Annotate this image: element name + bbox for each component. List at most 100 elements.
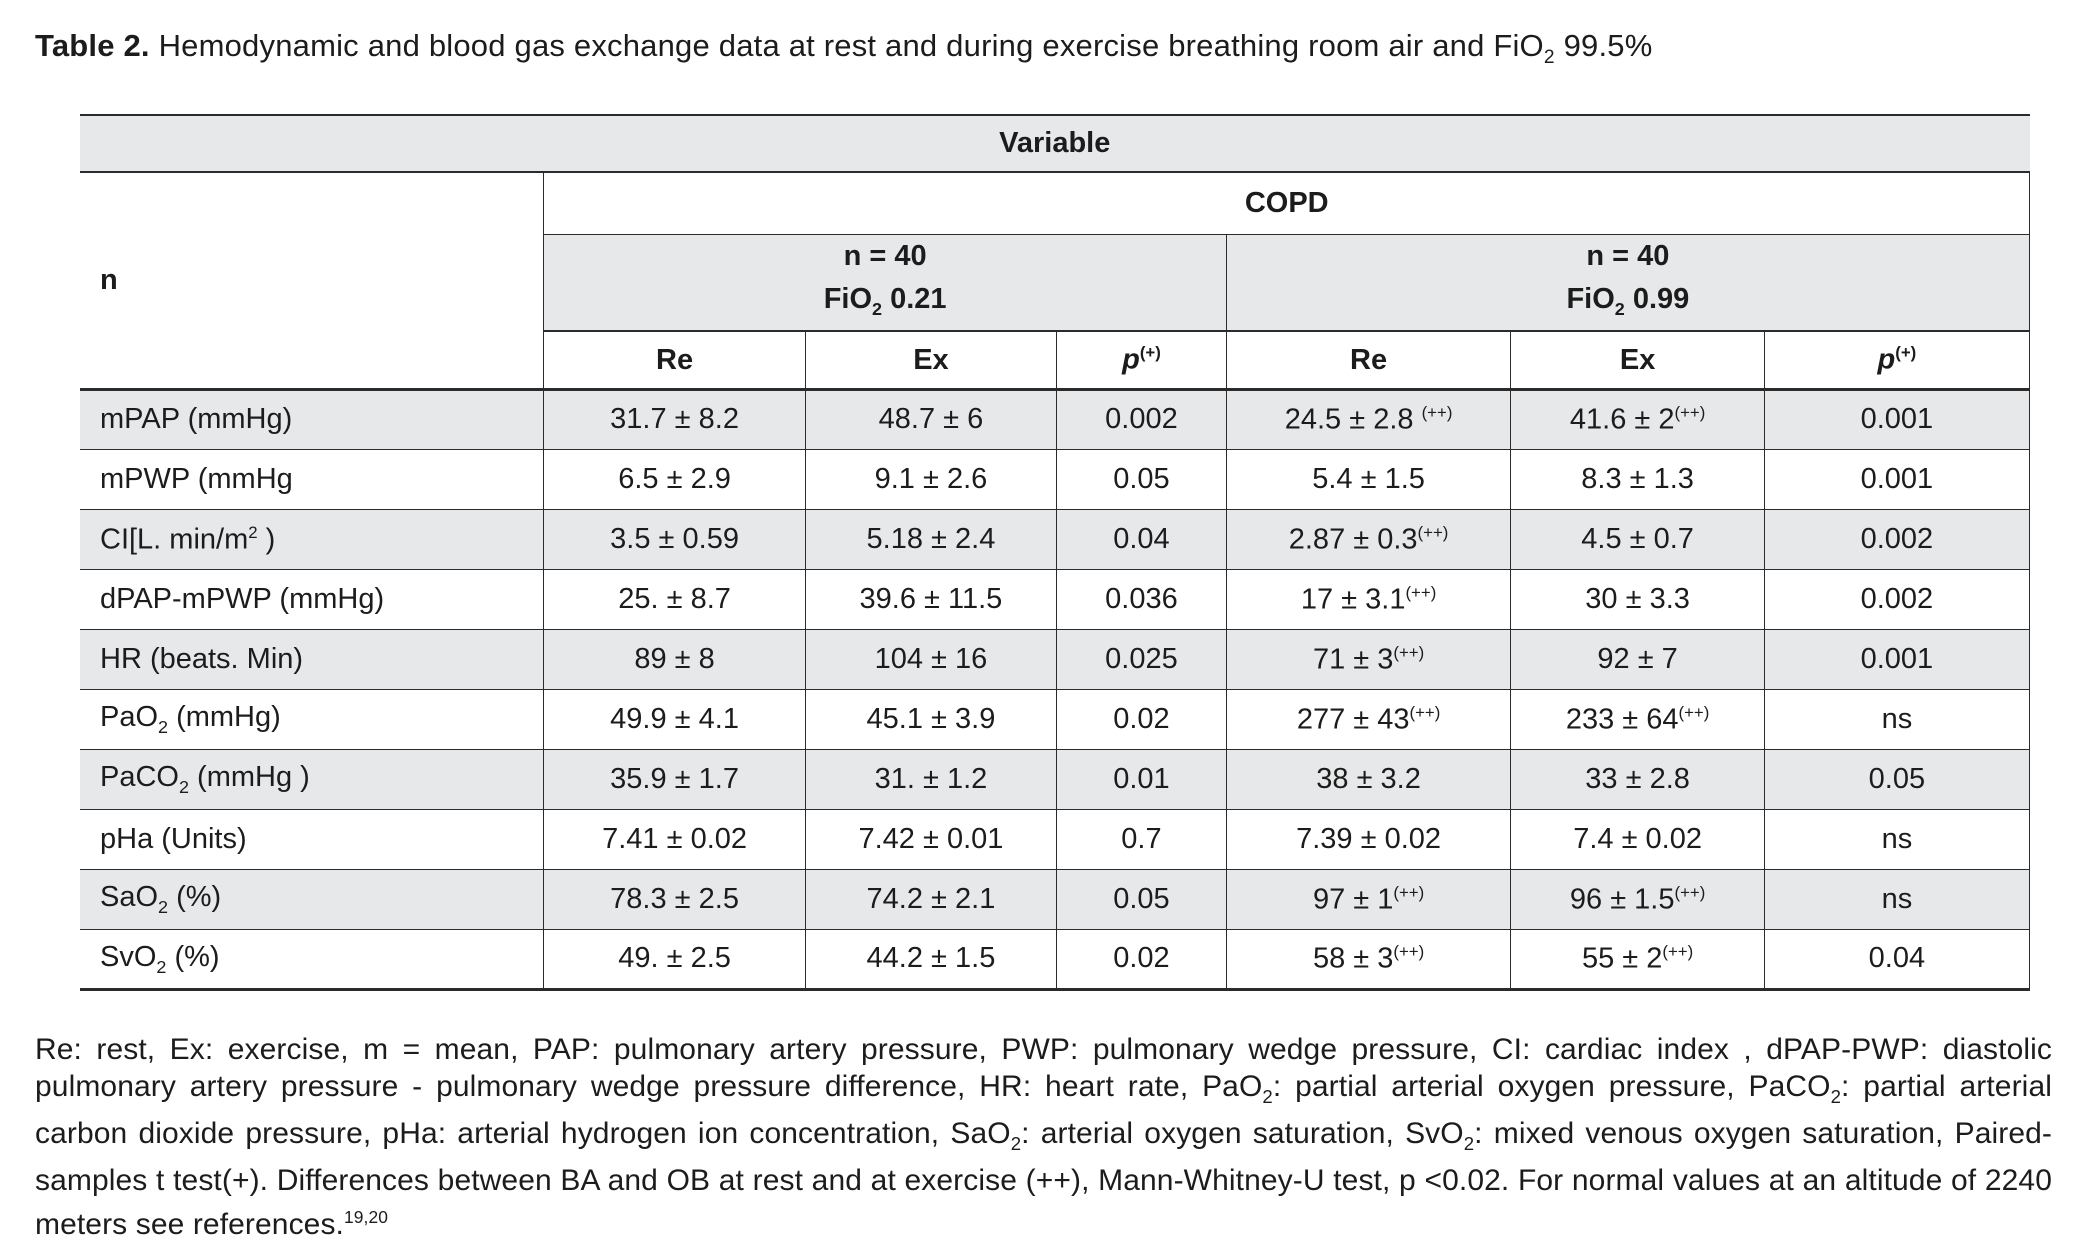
table-title-label: Table 2. — [35, 28, 150, 63]
value-cell: 0.05 — [1763, 749, 2031, 810]
value-cell: 4.5 ± 0.7 — [1510, 509, 1765, 570]
value-cell: 7.4 ± 0.02 — [1510, 809, 1765, 870]
value-cell: 0.02 — [1056, 929, 1227, 991]
table-row: CI[L. min/m2 ) 3.5 ± 0.59 5.18 ± 2.4 0.04 2.… — [80, 509, 2031, 570]
column-header-ex-oxygen: Ex — [1510, 331, 1765, 391]
table-row: SaO2 (%) 78.3 ± 2.5 74.2 ± 2.1 0.05 97 ± 1(+… — [80, 869, 2031, 930]
value-cell: 0.05 — [1056, 449, 1227, 510]
value-cell: 49. ± 2.5 — [543, 929, 806, 991]
row-label: HR (beats. Min) — [80, 629, 544, 690]
variable-header-cell: Variable — [80, 114, 2030, 174]
row-label: mPAP (mmHg) — [80, 389, 544, 450]
column-header-ex-air: Ex — [804, 331, 1058, 391]
data-table: Variable n COPD n = 40 FiO2 0.21 n = 40 … — [80, 114, 2031, 991]
value-cell: 0.001 — [1763, 629, 2031, 690]
value-cell: 7.42 ± 0.01 — [804, 809, 1057, 870]
table-row: PaO2 (mmHg) 49.9 ± 4.1 45.1 ± 3.9 0.02 277 ±… — [80, 689, 2031, 750]
table-row: PaCO2 (mmHg ) 35.9 ± 1.7 31. ± 1.2 0.01 38 ±… — [80, 749, 2031, 810]
value-cell: 0.002 — [1763, 509, 2031, 570]
value-cell: 0.05 — [1056, 869, 1227, 930]
subgroup-n-label: n = 40 — [1586, 239, 1670, 272]
row-label: PaO2 (mmHg) — [80, 689, 544, 750]
value-cell: 25. ± 8.7 — [543, 569, 806, 630]
value-cell: 7.41 ± 0.02 — [543, 809, 806, 870]
table-row: mPWP (mmHg 6.5 ± 2.9 9.1 ± 2.6 0.05 5.4 ± 1.… — [80, 449, 2031, 510]
value-cell: 9.1 ± 2.6 — [804, 449, 1057, 510]
row-label: CI[L. min/m2 ) — [80, 509, 544, 570]
value-cell: 0.002 — [1763, 569, 2031, 630]
row-label: mPWP (mmHg — [80, 449, 544, 510]
table-container: Variable n COPD n = 40 FiO2 0.21 n = 40 … — [80, 114, 2031, 991]
group-header-row: n COPD — [80, 172, 2030, 391]
n-header-cell: n — [80, 172, 545, 391]
table-title-text: Hemodynamic and blood gas exchange data … — [158, 28, 1653, 69]
column-header-p-air: p(+) — [1056, 331, 1227, 391]
value-cell: 38 ± 3.2 — [1225, 749, 1511, 810]
subgroup-n-label: n = 40 — [843, 239, 927, 272]
table-footnote: Re: rest, Ex: exercise, m = mean, PAP: p… — [35, 1032, 2052, 1241]
value-cell: 0.001 — [1763, 389, 2031, 450]
column-header-row: Re Ex p(+) Re Ex p(+) — [80, 331, 2031, 391]
subgroup-fio2-label: FiO2 0.21 — [823, 282, 947, 319]
table-row: HR (beats. Min) 89 ± 8 104 ± 16 0.025 71 ± 3… — [80, 629, 2031, 690]
value-cell: 30 ± 3.3 — [1510, 569, 1765, 630]
value-cell: ns — [1763, 869, 2031, 930]
value-cell: 45.1 ± 3.9 — [804, 689, 1057, 750]
value-cell: 41.6 ± 2(++) — [1510, 389, 1765, 450]
value-cell: 39.6 ± 11.5 — [804, 569, 1057, 630]
value-cell: 2.87 ± 0.3(++) — [1225, 509, 1511, 570]
table-header: Variable n COPD n = 40 FiO2 0.21 n = 40 … — [80, 114, 2031, 391]
value-cell: 71 ± 3(++) — [1225, 629, 1511, 690]
table-row: pHa (Units) 7.41 ± 0.02 7.42 ± 0.01 0.7 7.39… — [80, 809, 2031, 870]
table-title: Table 2. Hemodynamic and blood gas excha… — [35, 26, 2052, 78]
value-cell: 58 ± 3(++) — [1225, 929, 1511, 991]
value-cell: 48.7 ± 6 — [804, 389, 1057, 450]
value-cell: 31. ± 1.2 — [804, 749, 1057, 810]
variable-header-row: Variable — [80, 114, 2030, 174]
value-cell: ns — [1763, 809, 2031, 870]
value-cell: 31.7 ± 8.2 — [543, 389, 806, 450]
table-row: SvO2 (%) 49. ± 2.5 44.2 ± 1.5 0.02 58 ± 3(++… — [80, 929, 2031, 991]
value-cell: 17 ± 3.1(++) — [1225, 569, 1511, 630]
value-cell: 35.9 ± 1.7 — [543, 749, 806, 810]
value-cell: 0.04 — [1763, 929, 2031, 991]
subgroup-header-fio2-099: n = 40 FiO2 0.99 — [1225, 234, 2031, 333]
value-cell: 0.036 — [1056, 569, 1227, 630]
value-cell: 55 ± 2(++) — [1510, 929, 1765, 991]
table-row: mPAP (mmHg) 31.7 ± 8.2 48.7 ± 6 0.002 24.5 ±… — [80, 389, 2031, 450]
value-cell: 104 ± 16 — [804, 629, 1057, 690]
value-cell: 0.025 — [1056, 629, 1227, 690]
value-cell: 277 ± 43(++) — [1225, 689, 1511, 750]
value-cell: 92 ± 7 — [1510, 629, 1765, 690]
value-cell: 233 ± 64(++) — [1510, 689, 1765, 750]
value-cell: 96 ± 1.5(++) — [1510, 869, 1765, 930]
value-cell: 44.2 ± 1.5 — [804, 929, 1057, 991]
value-cell: 3.5 ± 0.59 — [543, 509, 806, 570]
value-cell: 5.4 ± 1.5 — [1225, 449, 1511, 510]
row-label: dPAP-mPWP (mmHg) — [80, 569, 544, 630]
subgroup-header-row: n = 40 FiO2 0.21 n = 40 FiO2 0.99 — [80, 234, 2031, 333]
value-cell: 24.5 ± 2.8 (++) — [1225, 389, 1511, 450]
value-cell: 0.001 — [1763, 449, 2031, 510]
row-label: pHa (Units) — [80, 809, 544, 870]
row-label: SaO2 (%) — [80, 869, 544, 930]
column-header-re-oxygen: Re — [1225, 331, 1512, 391]
value-cell: 49.9 ± 4.1 — [543, 689, 806, 750]
value-cell: 0.02 — [1056, 689, 1227, 750]
value-cell: 0.04 — [1056, 509, 1227, 570]
row-label: PaCO2 (mmHg ) — [80, 749, 544, 810]
group-header-cell-copd: COPD — [543, 172, 2030, 235]
column-header-p-oxygen: p(+) — [1763, 331, 2031, 391]
value-cell: 0.002 — [1056, 389, 1227, 450]
value-cell: 6.5 ± 2.9 — [543, 449, 806, 510]
value-cell: 0.01 — [1056, 749, 1227, 810]
table-body: mPAP (mmHg) 31.7 ± 8.2 48.7 ± 6 0.002 24.5 ±… — [80, 389, 2031, 991]
value-cell: 33 ± 2.8 — [1510, 749, 1765, 810]
column-header-re-air: Re — [543, 331, 806, 391]
value-cell: ns — [1763, 689, 2031, 750]
value-cell: 89 ± 8 — [543, 629, 806, 690]
row-label: SvO2 (%) — [80, 929, 544, 991]
subgroup-header-fio2-021: n = 40 FiO2 0.21 — [543, 234, 1227, 333]
subgroup-fio2-label: FiO2 0.99 — [1566, 282, 1690, 319]
